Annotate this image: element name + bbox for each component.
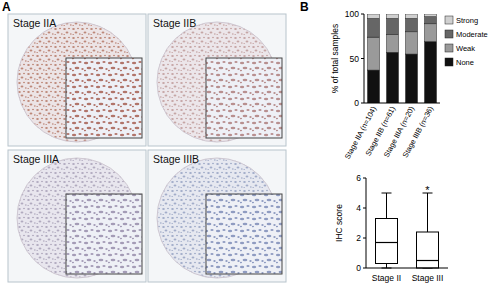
bar-segment (368, 18, 380, 37)
bar-segment (425, 17, 437, 24)
legend-swatch (445, 44, 453, 52)
inset-image (206, 194, 282, 274)
x-axis (364, 103, 440, 104)
inset-image (66, 58, 142, 138)
boxes (376, 193, 439, 268)
x-axis (366, 268, 448, 269)
legend-swatch (445, 58, 453, 66)
y-tick (361, 14, 364, 15)
panel-label: A (2, 0, 11, 14)
y-tick-label: 50 (350, 54, 360, 64)
bar-segment (406, 32, 418, 54)
bar-segment (387, 14, 399, 18)
bar-segment (425, 42, 437, 103)
legend-swatch (445, 30, 453, 38)
whisker-lower (386, 264, 387, 269)
y-tick (363, 178, 366, 179)
median (376, 242, 398, 243)
x-tick-label: Stage IIIB (n=36) (401, 104, 436, 159)
y-axis-label: IHC score (334, 204, 344, 242)
y-tick (363, 208, 366, 209)
figure: A B Stage IIA Stage IIB Stage IIIA Stage IIIB… (0, 0, 492, 292)
bar-segment (387, 18, 399, 34)
legend-label: Moderate (456, 30, 488, 39)
bar-segment (368, 70, 380, 103)
image-label: Stage IIIB (153, 153, 199, 165)
image-frame (148, 150, 286, 282)
box (376, 219, 398, 264)
panel-label: B (300, 0, 309, 14)
whisker-upper (427, 193, 428, 232)
whisker-cap (382, 193, 392, 194)
bar-segment (387, 52, 399, 103)
image-frame (8, 14, 146, 146)
bar-segment (368, 37, 380, 70)
bar-segment (425, 14, 437, 17)
image-label: Stage IIB (153, 17, 196, 29)
bar-segment (406, 54, 418, 103)
y-tick (361, 103, 364, 104)
y-tick (363, 268, 366, 269)
legend-label: Strong (456, 16, 478, 25)
bar-segment (406, 18, 418, 31)
bars (368, 14, 437, 103)
y-tick-label: 100 (345, 9, 359, 19)
y-tick (361, 58, 364, 59)
inset-image (206, 58, 282, 138)
bar-segment (368, 14, 380, 18)
y-tick-label: 0 (356, 263, 361, 273)
median (417, 260, 439, 261)
y-axis (366, 178, 367, 268)
y-tick-label: 2 (356, 233, 361, 243)
whisker-upper (386, 193, 387, 219)
image-label: Stage IIA (13, 17, 56, 29)
x-tick-label: Stage III (412, 273, 444, 283)
legend-label: None (456, 58, 474, 67)
bar-segment (425, 24, 437, 42)
y-axis-label: % of total samples (330, 24, 340, 93)
y-tick-label: 0 (354, 98, 359, 108)
significance-mark: * (425, 184, 430, 196)
inset-image (66, 194, 142, 274)
image-frame (148, 14, 286, 146)
y-tick (363, 238, 366, 239)
x-tick-label: Stage II (372, 273, 401, 283)
bar-segment (387, 34, 399, 52)
legend-label: Weak (456, 44, 475, 53)
bar-segment (406, 14, 418, 18)
y-tick-label: 6 (356, 173, 361, 183)
image-label: Stage IIIA (13, 153, 59, 165)
y-tick-label: 4 (356, 203, 361, 213)
box (417, 232, 439, 268)
legend-swatch (445, 16, 453, 24)
image-frame (8, 150, 146, 282)
